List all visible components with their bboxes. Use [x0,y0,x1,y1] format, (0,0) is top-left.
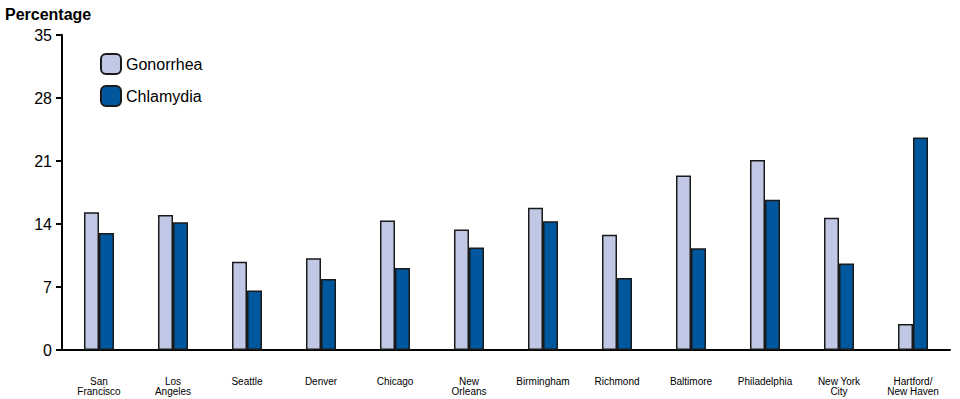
svg-text:Baltimore: Baltimore [670,376,713,387]
svg-text:35: 35 [34,27,52,44]
svg-text:Denver: Denver [305,376,338,387]
svg-text:Francisco: Francisco [77,386,121,397]
svg-text:San: San [90,375,108,387]
svg-text:Chicago: Chicago [377,376,414,387]
svg-text:Richmond: Richmond [594,376,639,387]
svg-text:New Haven: New Haven [887,386,939,397]
svg-text:7: 7 [43,279,52,296]
svg-text:New: New [459,375,479,387]
svg-text:Seattle: Seattle [231,376,263,387]
svg-text:21: 21 [34,153,52,170]
svg-text:Angeles: Angeles [155,386,191,397]
svg-text:Philadelphia: Philadelphia [738,376,793,387]
svg-text:14: 14 [34,216,52,233]
svg-text:Birmingham: Birmingham [516,376,569,387]
svg-text:City: City [830,386,847,397]
svg-text:28: 28 [34,90,52,107]
svg-text:Gonorrhea: Gonorrhea [126,56,203,73]
svg-text:0: 0 [43,342,52,359]
svg-text:New York: New York [817,375,861,387]
svg-text:Percentage: Percentage [5,6,91,23]
svg-text:Chlamydia: Chlamydia [126,88,202,105]
svg-text:Orleans: Orleans [451,386,486,397]
svg-text:Los: Los [164,375,182,387]
svg-text:Hartford/: Hartford/ [893,375,933,387]
